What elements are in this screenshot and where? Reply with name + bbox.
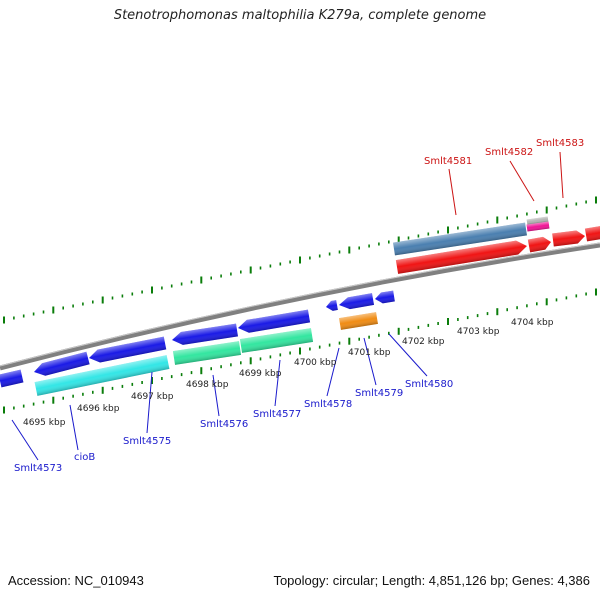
gene-label-ciob[interactable]: cioB <box>74 452 95 463</box>
gene-smlt4576-top[interactable] <box>171 323 238 347</box>
scale-label-4702: 4702 kbp <box>402 337 445 347</box>
gene-label-smlt4582[interactable]: Smlt4582 <box>485 147 533 158</box>
page-title: Stenotrophomonas maltophilia K279a, comp… <box>113 8 487 23</box>
gene-label-smlt4581[interactable]: Smlt4581 <box>424 156 472 167</box>
gene-smlt4580-top[interactable] <box>374 290 395 305</box>
gene-red-1-shade <box>395 240 527 274</box>
leader-line-1 <box>69 404 79 451</box>
gene-label-smlt4577[interactable]: Smlt4577 <box>253 409 301 420</box>
gene-ciob-1[interactable] <box>32 351 90 379</box>
genome-backbone-highlight <box>0 242 600 367</box>
scale-label-4700: 4700 kbp <box>294 358 337 368</box>
gene-label-smlt4576[interactable]: Smlt4576 <box>200 419 248 430</box>
leader-line-9 <box>509 160 535 202</box>
leader-line-10 <box>559 151 564 199</box>
gene-smlt4582[interactable] <box>526 221 550 232</box>
gene-red-4-shade <box>584 225 600 242</box>
leader-line-7 <box>388 333 428 377</box>
gene-ciob-2[interactable] <box>88 336 167 365</box>
gene-smlt4573-shade <box>0 369 24 388</box>
scale-ticks <box>3 196 597 414</box>
gene-red-2[interactable] <box>527 236 552 253</box>
gene-label-smlt4579[interactable]: Smlt4579 <box>355 388 403 399</box>
scale-label-4699: 4699 kbp <box>239 369 282 379</box>
gene-smlt4578-shade <box>339 312 378 330</box>
gene-smlt4575-shade <box>34 355 170 396</box>
gene-ciob-2-shade <box>89 336 167 363</box>
leader-line-4 <box>274 359 281 407</box>
scale-label-4704: 4704 kbp <box>511 318 554 328</box>
accession-text: Accession: NC_010943 <box>8 573 144 588</box>
gene-smlt4579-top[interactable] <box>338 293 375 311</box>
gene-smlt4577-shade <box>239 328 314 353</box>
leader-line-8 <box>448 168 457 216</box>
gene-red-1[interactable] <box>395 239 528 274</box>
leader-line-6 <box>363 337 377 386</box>
gene-smlt4576-top-shade <box>172 323 238 345</box>
scale-label-4695: 4695 kbp <box>23 418 66 428</box>
label-leaders <box>11 151 564 461</box>
gene-features <box>0 216 600 396</box>
gene-ciob-1-shade <box>34 351 90 376</box>
gene-smlt4576[interactable] <box>172 341 242 365</box>
gene-smlt4577-top-shade <box>238 309 311 333</box>
gene-label-smlt4578[interactable]: Smlt4578 <box>304 399 352 410</box>
gene-label-smlt4583[interactable]: Smlt4583 <box>536 138 584 149</box>
genome-backbone <box>0 242 600 371</box>
gene-red-4[interactable] <box>584 225 600 242</box>
gene-smlt4578[interactable] <box>339 312 378 330</box>
scale-label-4698: 4698 kbp <box>186 380 229 390</box>
gene-red-3[interactable] <box>552 230 586 247</box>
gene-smlt4577-top[interactable] <box>237 309 311 335</box>
gene-smlt4578-top[interactable] <box>325 300 338 312</box>
gene-smlt4579-top-shade <box>339 293 375 310</box>
leader-line-0 <box>11 419 39 461</box>
leader-line-5 <box>326 347 340 397</box>
gene-smlt4576-shade <box>172 341 242 365</box>
scale-label-4697: 4697 kbp <box>131 392 174 402</box>
gene-smlt4582-shade <box>526 221 550 232</box>
gene-smlt4577[interactable] <box>239 328 314 353</box>
scale-label-4703: 4703 kbp <box>457 327 500 337</box>
gene-label-smlt4573[interactable]: Smlt4573 <box>14 463 62 474</box>
gene-label-smlt4580[interactable]: Smlt4580 <box>405 379 453 390</box>
scale-label-4701: 4701 kbp <box>348 348 391 358</box>
gene-smlt4583-shade <box>526 216 549 225</box>
gene-smlt4580-top-shade <box>375 290 395 304</box>
gene-label-smlt4575[interactable]: Smlt4575 <box>123 436 171 447</box>
leader-line-3 <box>212 374 220 417</box>
gene-smlt4583[interactable] <box>526 216 549 225</box>
gene-smlt4573[interactable] <box>0 369 24 388</box>
gene-red-2-shade <box>527 236 552 253</box>
scale-label-4696: 4696 kbp <box>77 404 120 414</box>
gene-smlt4575[interactable] <box>34 355 170 396</box>
topology-text: Topology: circular; Length: 4,851,126 bp… <box>273 573 590 588</box>
gene-red-3-shade <box>552 230 585 247</box>
gene-smlt4581[interactable] <box>393 222 527 256</box>
gene-smlt4581-shade <box>393 222 527 256</box>
leader-line-2 <box>146 371 153 434</box>
gene-smlt4578-top-shade <box>326 300 338 311</box>
